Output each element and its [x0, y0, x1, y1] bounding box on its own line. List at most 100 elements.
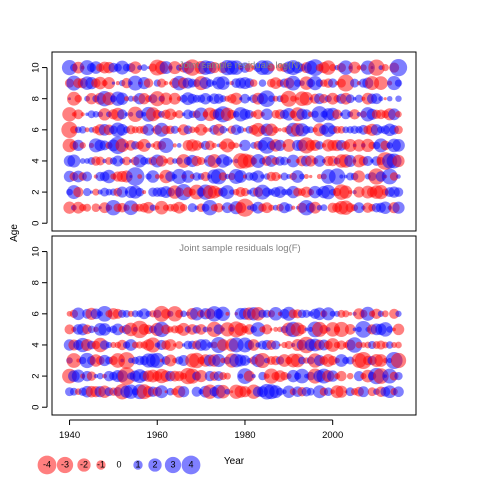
residual-bubble — [194, 369, 208, 383]
residual-bubble — [137, 174, 143, 179]
residual-bubble — [323, 387, 333, 397]
residual-bubble — [395, 310, 402, 317]
residual-bubble — [251, 170, 265, 183]
residual-bubble — [79, 158, 86, 164]
residual-bubble — [355, 321, 372, 338]
residual-bubble — [180, 310, 187, 318]
residual-bubble — [274, 139, 286, 152]
residual-bubble — [386, 326, 394, 333]
residual-bubble — [225, 311, 230, 316]
residual-bubble — [157, 78, 167, 88]
y-tick-label: 6 — [31, 311, 42, 316]
residual-bubble — [164, 339, 177, 351]
residual-bubble — [386, 341, 394, 349]
residual-bubble — [112, 155, 124, 167]
residual-bubble — [386, 95, 393, 102]
residual-bubble — [343, 138, 357, 152]
residual-bubble — [260, 174, 265, 179]
residual-bubble — [250, 322, 266, 337]
residual-bubble — [393, 386, 404, 398]
residual-bubble — [333, 321, 349, 337]
residual-bubble — [261, 108, 273, 121]
residual-bubble — [349, 109, 360, 120]
legend-label: 2 — [152, 459, 157, 469]
residual-bubble — [353, 370, 365, 382]
residual-bubble — [195, 123, 207, 136]
residual-bubble — [127, 95, 134, 102]
residual-bubble — [102, 77, 116, 90]
residual-bubble — [142, 123, 155, 136]
residual-bubble — [74, 94, 83, 103]
residual-bubble — [177, 386, 190, 398]
residual-bubble — [96, 306, 113, 322]
legend-label: 1 — [135, 459, 140, 469]
x-tick-label: 1960 — [147, 430, 168, 441]
residual-bubble — [115, 138, 129, 153]
residual-bubble — [224, 388, 231, 395]
panel-log-n: Joint sample residuals log(N) 0 2 4 6 8 10 — [31, 51, 417, 232]
residual-bubble — [371, 308, 382, 319]
residual-bubble — [379, 201, 392, 214]
residual-bubble — [338, 60, 354, 75]
residual-bubble — [306, 387, 315, 396]
residual-bubble — [348, 61, 361, 74]
residual-bubble — [83, 188, 92, 197]
residual-bubble — [249, 79, 258, 87]
residual-bubble — [346, 372, 354, 380]
panel-log-n-frame — [51, 51, 417, 232]
residual-bubble — [345, 94, 355, 104]
residual-bubble — [344, 155, 357, 167]
residual-bubble — [138, 308, 150, 320]
y-tick-label: 10 — [31, 246, 42, 257]
residual-bubble — [328, 78, 338, 88]
residual-bubble — [348, 311, 353, 316]
residual-bubble — [164, 354, 177, 367]
residual-bubble — [393, 187, 404, 197]
residual-bubble — [261, 324, 273, 335]
residual-bubble — [350, 78, 360, 88]
residual-bubble — [72, 307, 85, 321]
residual-bubble — [268, 95, 275, 102]
residual-bubble — [80, 112, 85, 117]
residual-bubble — [61, 121, 78, 138]
residual-bubble — [215, 306, 231, 322]
residual-bubble — [239, 139, 251, 152]
residual-bubble — [268, 204, 275, 211]
legend-bubble — [181, 455, 201, 475]
residual-bubble — [220, 185, 235, 200]
residual-bubble — [145, 142, 152, 149]
legend-bubble — [77, 458, 91, 472]
residual-bubble — [328, 168, 346, 185]
residual-bubble — [269, 327, 273, 331]
residual-bubble — [321, 60, 336, 75]
panel-log-f: Joint sample residuals log(F) 0 2 4 6 8 10 — [31, 235, 417, 416]
legend-bubble — [37, 455, 57, 475]
residual-bubble — [230, 159, 234, 163]
residual-bubble — [95, 156, 105, 166]
residual-bubble — [273, 326, 279, 332]
residual-bubble — [339, 185, 353, 199]
residual-bubble — [66, 353, 82, 368]
residual-bubble — [222, 156, 233, 166]
residual-bubble — [396, 174, 401, 179]
panel-log-f-bubbles — [62, 305, 407, 400]
residual-bubble — [116, 92, 129, 105]
residual-bubble — [142, 201, 155, 214]
residual-bubble — [321, 184, 336, 200]
legend-label: 4 — [188, 459, 193, 469]
residual-bubble — [352, 170, 366, 183]
residual-bubble — [205, 140, 215, 151]
residual-bubble — [247, 339, 260, 351]
legend-label: -4 — [43, 459, 51, 469]
residual-bubble — [176, 143, 182, 148]
residual-bubble — [122, 156, 131, 166]
y-tick-label: 8 — [31, 280, 42, 285]
residual-bubble — [187, 203, 197, 213]
residual-bubble — [329, 64, 337, 72]
residual-bubble — [381, 310, 389, 318]
residual-bubble — [327, 370, 339, 382]
residual-bubble — [244, 63, 254, 72]
residual-bubble — [177, 322, 191, 336]
residual-bubble — [93, 373, 99, 379]
residual-bubble — [374, 354, 388, 367]
